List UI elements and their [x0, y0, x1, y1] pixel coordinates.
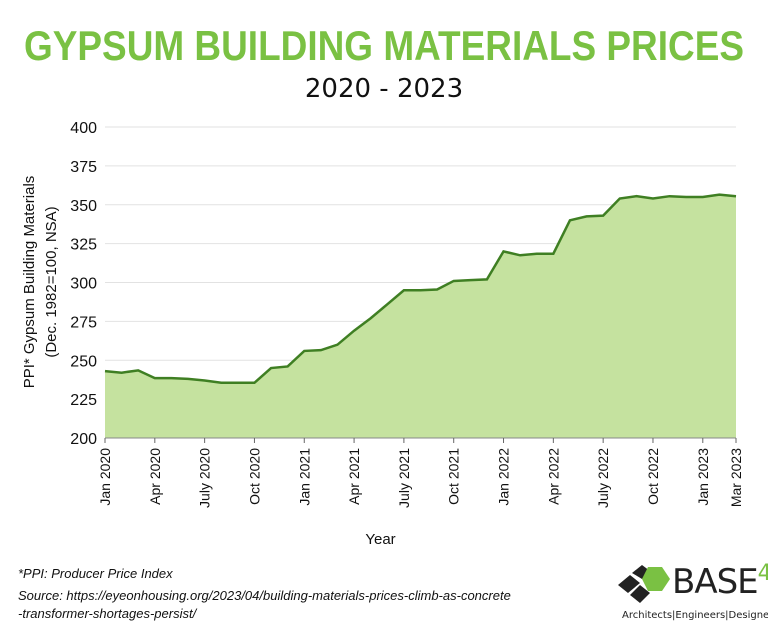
chart-title: GYPSUM BUILDING MATERIALS PRICES [24, 22, 744, 69]
x-tick-label: Apr 2021 [346, 448, 362, 505]
source-line-1: Source: https://eyeonhousing.org/2023/04… [18, 588, 511, 603]
y-tick-label: 300 [70, 276, 97, 293]
y-tick-label: 225 [70, 392, 97, 409]
y-tick-label: 250 [70, 353, 97, 370]
x-tick-label: Oct 2020 [246, 448, 262, 505]
y-axis-label-units: (Dec. 1982=100, NSA) [43, 206, 60, 357]
x-tick-label: Jan 2020 [97, 448, 113, 506]
y-tick-label: 275 [70, 314, 97, 331]
source-line-2: -transformer-shortages-persist/ [18, 606, 197, 621]
y-tick-label: 325 [70, 237, 97, 254]
y-tick-label: 400 [70, 120, 97, 137]
x-tick-label: Apr 2022 [545, 448, 561, 505]
logo-mark-icon [618, 565, 670, 603]
chart-subtitle: 2020 - 2023 [304, 74, 464, 104]
y-tick-label: 200 [70, 431, 97, 448]
y-tick-label: 350 [70, 198, 97, 215]
x-tick-label: Oct 2022 [645, 448, 661, 505]
base4-logo: BASE4 Architects|Engineers|Designers [616, 563, 768, 627]
x-tick-label: Jan 2022 [496, 448, 512, 506]
logo-tagline: Architects|Engineers|Designers [622, 610, 768, 621]
x-tick-label: Jan 2021 [296, 448, 312, 506]
x-tick-label: Jan 2023 [695, 448, 711, 506]
y-axis-label: PPI* Gypsum Building Materials [21, 176, 38, 389]
footnote: *PPI: Producer Price Index [18, 566, 173, 581]
x-tick-label: Apr 2020 [147, 448, 163, 505]
area-fill [105, 194, 736, 438]
logo-text: BASE4 [672, 561, 768, 602]
x-tick-label: Mar 2023 [728, 448, 744, 507]
y-tick-label: 375 [70, 159, 97, 176]
x-tick-label: July 2020 [197, 448, 213, 508]
x-tick-label: July 2022 [595, 448, 611, 508]
x-tick-label: Oct 2021 [446, 448, 462, 505]
x-tick-label: July 2021 [396, 448, 412, 508]
x-axis-label: Year [365, 531, 395, 548]
